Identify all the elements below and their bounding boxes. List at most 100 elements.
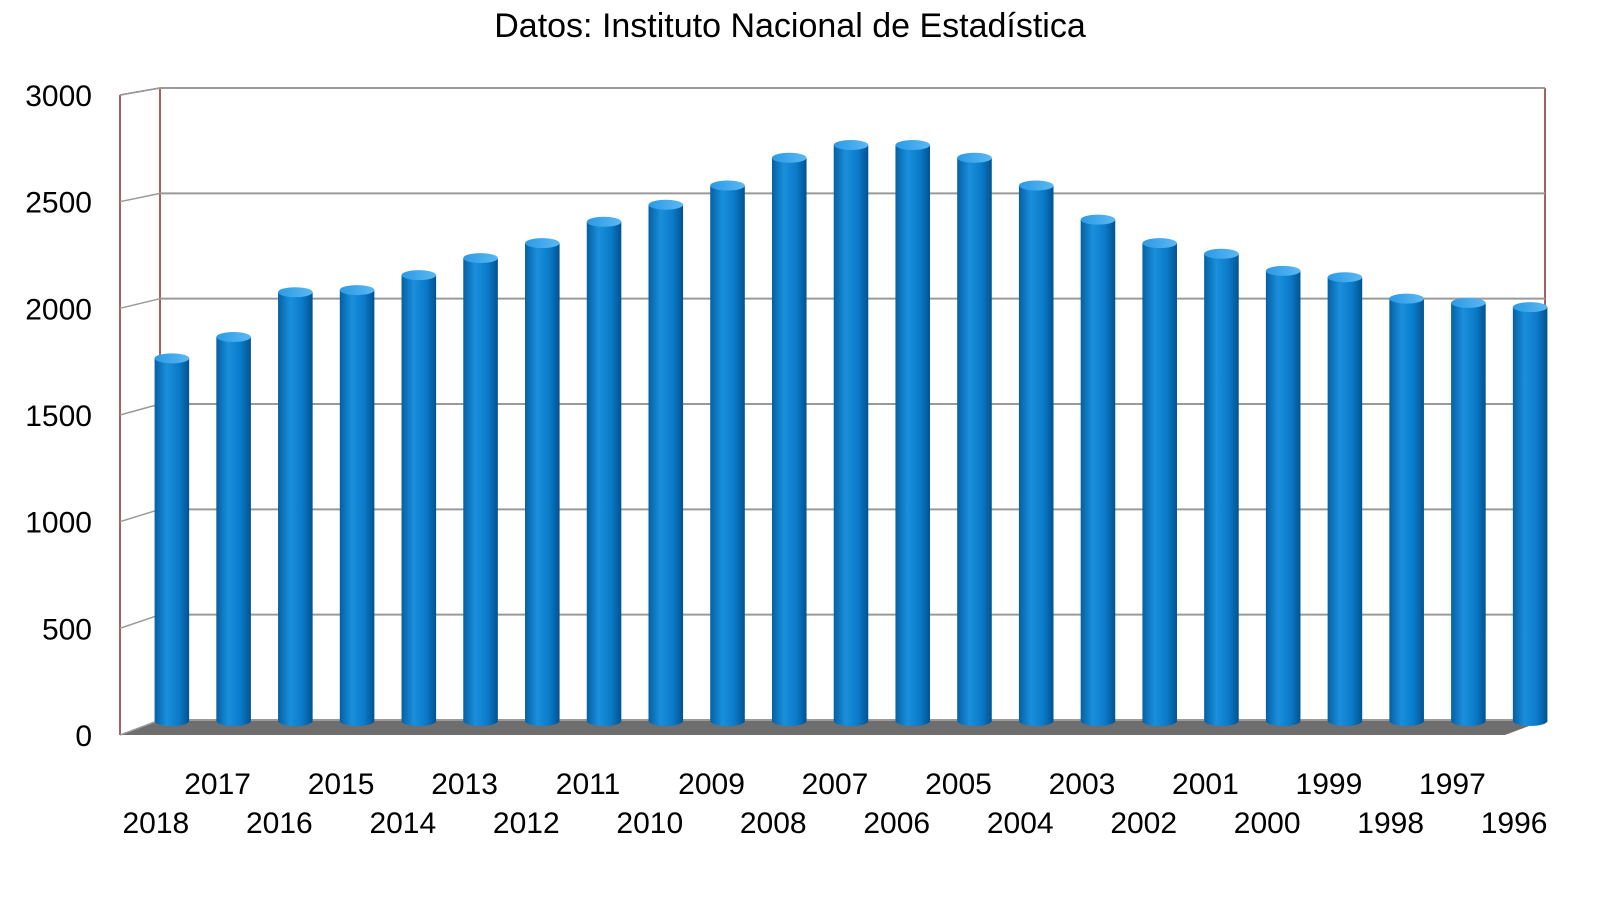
x-tick-label: 2017 [184, 768, 251, 801]
bar-2006 [895, 140, 931, 726]
x-tick-label: 2007 [802, 768, 869, 801]
bar-top [771, 152, 807, 163]
bar-top [1018, 180, 1054, 191]
x-tick-label: 2001 [1172, 768, 1239, 801]
bar-1999 [1327, 272, 1363, 726]
bar-2018 [154, 353, 190, 726]
bar-2010 [648, 199, 684, 726]
grid-line-side [119, 297, 161, 310]
x-tick-label: 1996 [1481, 807, 1548, 840]
bar-2013 [463, 253, 498, 726]
y-tick-label: 1500 [25, 400, 92, 433]
y-tick-label: 3000 [25, 80, 92, 113]
bar-2017 [216, 332, 251, 726]
bar-top [957, 152, 992, 163]
bar-top [710, 180, 745, 191]
bar-top [525, 238, 560, 249]
bar-top [216, 332, 251, 342]
x-tick-label: 2008 [740, 807, 807, 840]
bar-body [1080, 219, 1116, 726]
x-tick-label: 1997 [1419, 768, 1486, 801]
x-tick-label: 2014 [369, 807, 436, 840]
chart-title: Datos: Instituto Nacional de Estadística [494, 7, 1086, 45]
bar-body [216, 337, 251, 726]
bar-body [771, 157, 807, 727]
x-tick-label: 1998 [1357, 807, 1424, 840]
bar-2014 [401, 270, 437, 726]
bar-2009 [710, 180, 745, 727]
x-tick-label: 2009 [678, 768, 745, 801]
grid-line-side [119, 87, 161, 96]
bar-top [648, 199, 684, 210]
bars [154, 140, 1548, 727]
x-tick-label: 2015 [308, 768, 375, 801]
bar-2002 [1142, 238, 1177, 726]
bar-body [1512, 307, 1548, 726]
bar-2016 [278, 287, 313, 726]
bar-top [463, 253, 498, 264]
grid-line-side [119, 613, 161, 630]
bar-top [586, 216, 622, 227]
x-tick-label: 2002 [1110, 807, 1177, 840]
y-tick-label: 2500 [25, 187, 92, 220]
bar-body [154, 358, 190, 726]
bar-top [1204, 248, 1239, 259]
x-tick-label: 2018 [122, 807, 189, 840]
bar-2015 [339, 285, 375, 726]
bar-top [1512, 302, 1548, 313]
bar-top [1265, 265, 1301, 276]
bar-body [463, 258, 498, 726]
bar-top [833, 140, 869, 150]
x-tick-label: 1999 [1296, 768, 1363, 801]
x-tick-label: 2010 [616, 807, 683, 840]
x-tick-label: 2005 [925, 768, 992, 801]
x-tick-label: 2012 [493, 807, 560, 840]
bar-body [586, 221, 622, 727]
bar-2003 [1080, 214, 1116, 726]
bar-top [278, 287, 313, 298]
bar-2007 [833, 140, 869, 726]
bar-body [1142, 243, 1177, 726]
bar-2012 [525, 238, 560, 726]
bar-body [525, 243, 560, 726]
x-tick-label: 2004 [987, 807, 1054, 840]
x-axis-ticks: 2018 2017 2016 2015 2014 2013 2012 2011 2010 2009… [122, 768, 1547, 840]
bar-body [401, 275, 437, 726]
bar-body [1327, 277, 1363, 726]
x-tick-label: 2013 [431, 768, 498, 801]
y-tick-label: 1000 [25, 507, 92, 540]
bar-body [1265, 270, 1301, 726]
x-tick-label: 2006 [863, 807, 930, 840]
x-tick-label: 2000 [1234, 807, 1301, 840]
x-tick-label: 2011 [556, 768, 621, 801]
bar-body [1018, 185, 1054, 727]
x-tick-label: 2016 [246, 807, 313, 840]
grid-line-side [119, 403, 161, 416]
bar-top [1327, 272, 1363, 283]
bar-body [1451, 302, 1486, 726]
bar-body [1389, 298, 1424, 726]
y-tick-label: 0 [75, 720, 92, 753]
bar-top [154, 353, 190, 364]
bar-2008 [771, 152, 807, 727]
bar-1998 [1389, 293, 1424, 726]
bar-2011 [586, 216, 622, 727]
bar-top [1142, 238, 1177, 249]
grid-line-side [119, 508, 161, 523]
bar-2000 [1265, 265, 1301, 726]
bar-body [648, 204, 684, 726]
bar-top [401, 270, 437, 281]
bar-1996 [1512, 302, 1548, 726]
bar-body [339, 290, 375, 726]
grid-line-side [119, 192, 161, 203]
bar-body [833, 145, 869, 726]
bar-body [895, 145, 931, 726]
bar-top [1389, 293, 1424, 304]
bar-top [339, 285, 375, 296]
bar-2004 [1018, 180, 1054, 727]
bar-body [278, 292, 313, 726]
x-tick-label: 2003 [1049, 768, 1116, 801]
bar-2001 [1204, 248, 1239, 726]
bar-body [957, 157, 992, 727]
